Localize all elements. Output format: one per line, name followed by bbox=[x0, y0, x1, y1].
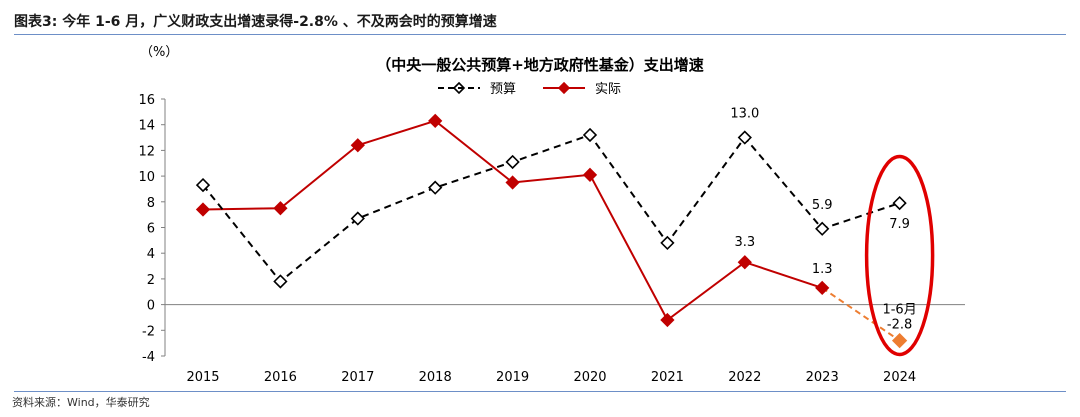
marker-budget bbox=[273, 274, 288, 289]
marker-budget bbox=[350, 211, 365, 226]
chart-axes: （中央一般公共预算+地方政府性基金）支出增速 （%） -4 -2 0 2 4 6 8 10 12 14… bbox=[138, 45, 965, 385]
data-label: 1.3 bbox=[812, 262, 833, 277]
y-tick-label: 14 bbox=[138, 119, 155, 134]
marker-budget bbox=[505, 154, 520, 170]
series-line-actual bbox=[202, 119, 823, 322]
y-tick-label: 0 bbox=[147, 299, 155, 314]
chart-title: （中央一般公共预算+地方政府性基金）支出增速 bbox=[376, 56, 704, 74]
data-label: -2.8 bbox=[887, 318, 912, 333]
x-tick-label: 2018 bbox=[419, 370, 452, 385]
marker-budget bbox=[582, 127, 598, 143]
y-tick-label: 8 bbox=[147, 196, 155, 211]
marker-actual bbox=[273, 201, 288, 216]
marker-budget bbox=[428, 180, 443, 195]
y-tick-label: 10 bbox=[138, 170, 155, 185]
series-line-budget bbox=[202, 133, 900, 283]
y-tick-label: 6 bbox=[147, 222, 155, 237]
marker-actual bbox=[350, 138, 365, 153]
x-tick-label: 2022 bbox=[728, 370, 761, 385]
legend-label-actual: 实际 bbox=[595, 82, 621, 97]
chart-data-labels: 13.0 3.3 5.9 1.3 7.9 1-6月-2.8 bbox=[730, 107, 935, 357]
marker-actual bbox=[582, 167, 598, 182]
marker-actual bbox=[815, 280, 830, 296]
marker-actual bbox=[428, 113, 443, 128]
marker-actual bbox=[505, 175, 520, 190]
marker-budget bbox=[892, 195, 907, 211]
footer-rule bbox=[14, 391, 1066, 392]
source-note: 资料来源：Wind，华泰研究 bbox=[12, 396, 150, 409]
y-tick-label: 2 bbox=[147, 273, 155, 288]
figure-header: 图表3: 今年 1-6 月，广义财政支出增速录得-2.8% 、不及两会时的预算增… bbox=[14, 8, 1066, 35]
legend-label-budget: 预算 bbox=[490, 82, 516, 97]
x-tick-label: 2020 bbox=[573, 370, 606, 385]
x-tick-label: 2023 bbox=[806, 370, 839, 385]
y-tick-label: 12 bbox=[138, 144, 155, 159]
y-tick-label: -4 bbox=[142, 350, 155, 365]
data-label: 3.3 bbox=[734, 235, 755, 250]
marker-budget bbox=[737, 130, 752, 145]
data-label: 7.9 bbox=[889, 217, 910, 232]
x-tick-label: 2021 bbox=[651, 370, 684, 385]
x-tick-label: 2024 bbox=[883, 370, 916, 385]
x-tick-label: 2015 bbox=[186, 370, 219, 385]
marker-budget bbox=[195, 177, 211, 193]
x-tick-label: 2016 bbox=[264, 370, 297, 385]
x-tick-label: 2017 bbox=[341, 370, 374, 385]
marker-budget bbox=[815, 221, 830, 236]
y-tick-label: -2 bbox=[142, 324, 155, 339]
data-label: 13.0 bbox=[730, 107, 759, 122]
y-tick-label: 4 bbox=[147, 247, 155, 262]
marker-actual bbox=[660, 312, 675, 328]
figure-title: 图表3: 今年 1-6 月，广义财政支出增速录得-2.8% 、不及两会时的预算增… bbox=[14, 14, 497, 30]
forecast-line bbox=[821, 287, 901, 342]
marker-actual bbox=[195, 202, 211, 217]
data-label: 5.9 bbox=[812, 198, 833, 213]
highlight-ellipse bbox=[864, 154, 935, 357]
marker-forecast bbox=[891, 332, 908, 349]
data-label: 1-6月 bbox=[882, 303, 916, 318]
marker-budget bbox=[660, 235, 675, 251]
y-axis-unit: （%） bbox=[140, 45, 178, 60]
x-tick-label: 2019 bbox=[496, 370, 529, 385]
chart-series bbox=[195, 81, 908, 349]
marker-actual bbox=[737, 255, 752, 270]
chart-legend: 预算 实际 bbox=[438, 82, 621, 97]
y-tick-label: 16 bbox=[138, 93, 155, 108]
